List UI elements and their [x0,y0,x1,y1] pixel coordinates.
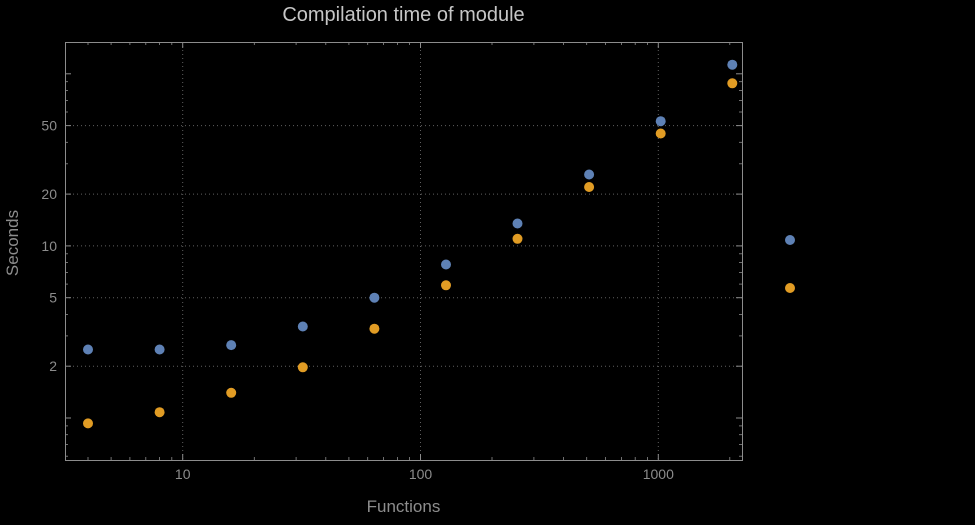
data-point-series-2 [369,323,380,334]
data-point-series-1 [512,218,523,229]
data-point-series-2 [655,128,666,139]
data-point-series-1 [297,321,308,332]
x-tick-label: 10 [175,466,191,482]
data-point-series-2 [226,387,237,398]
data-point-series-1 [83,344,93,355]
data-point-series-2 [154,407,165,418]
data-point-series-1 [226,340,237,351]
plot-frame [65,42,743,461]
legend-marker-series-2 [785,283,795,293]
data-point-series-2 [512,233,523,244]
data-point-series-1 [584,169,595,180]
y-tick-label: 5 [49,290,57,306]
data-point-series-2 [297,362,308,373]
data-point-series-1 [369,292,380,303]
data-point-series-2 [83,418,93,429]
y-tick-label: 10 [41,238,57,254]
data-point-series-1 [727,59,738,70]
chart-title: Compilation time of module [282,4,525,26]
legend-marker-series-1 [785,235,795,245]
data-point-series-2 [441,280,451,291]
data-point-series-1 [441,259,451,270]
data-point-series-2 [727,78,738,89]
x-tick-label: 1000 [643,466,674,482]
y-tick-label: 50 [41,118,57,134]
data-point-series-2 [584,182,595,192]
x-axis-label: Functions [366,497,441,516]
x-tick-label: 100 [409,466,433,482]
y-tick-label: 2 [49,358,57,374]
data-point-series-1 [154,344,165,355]
y-tick-label: 20 [41,186,57,202]
data-point-series-1 [655,116,666,127]
